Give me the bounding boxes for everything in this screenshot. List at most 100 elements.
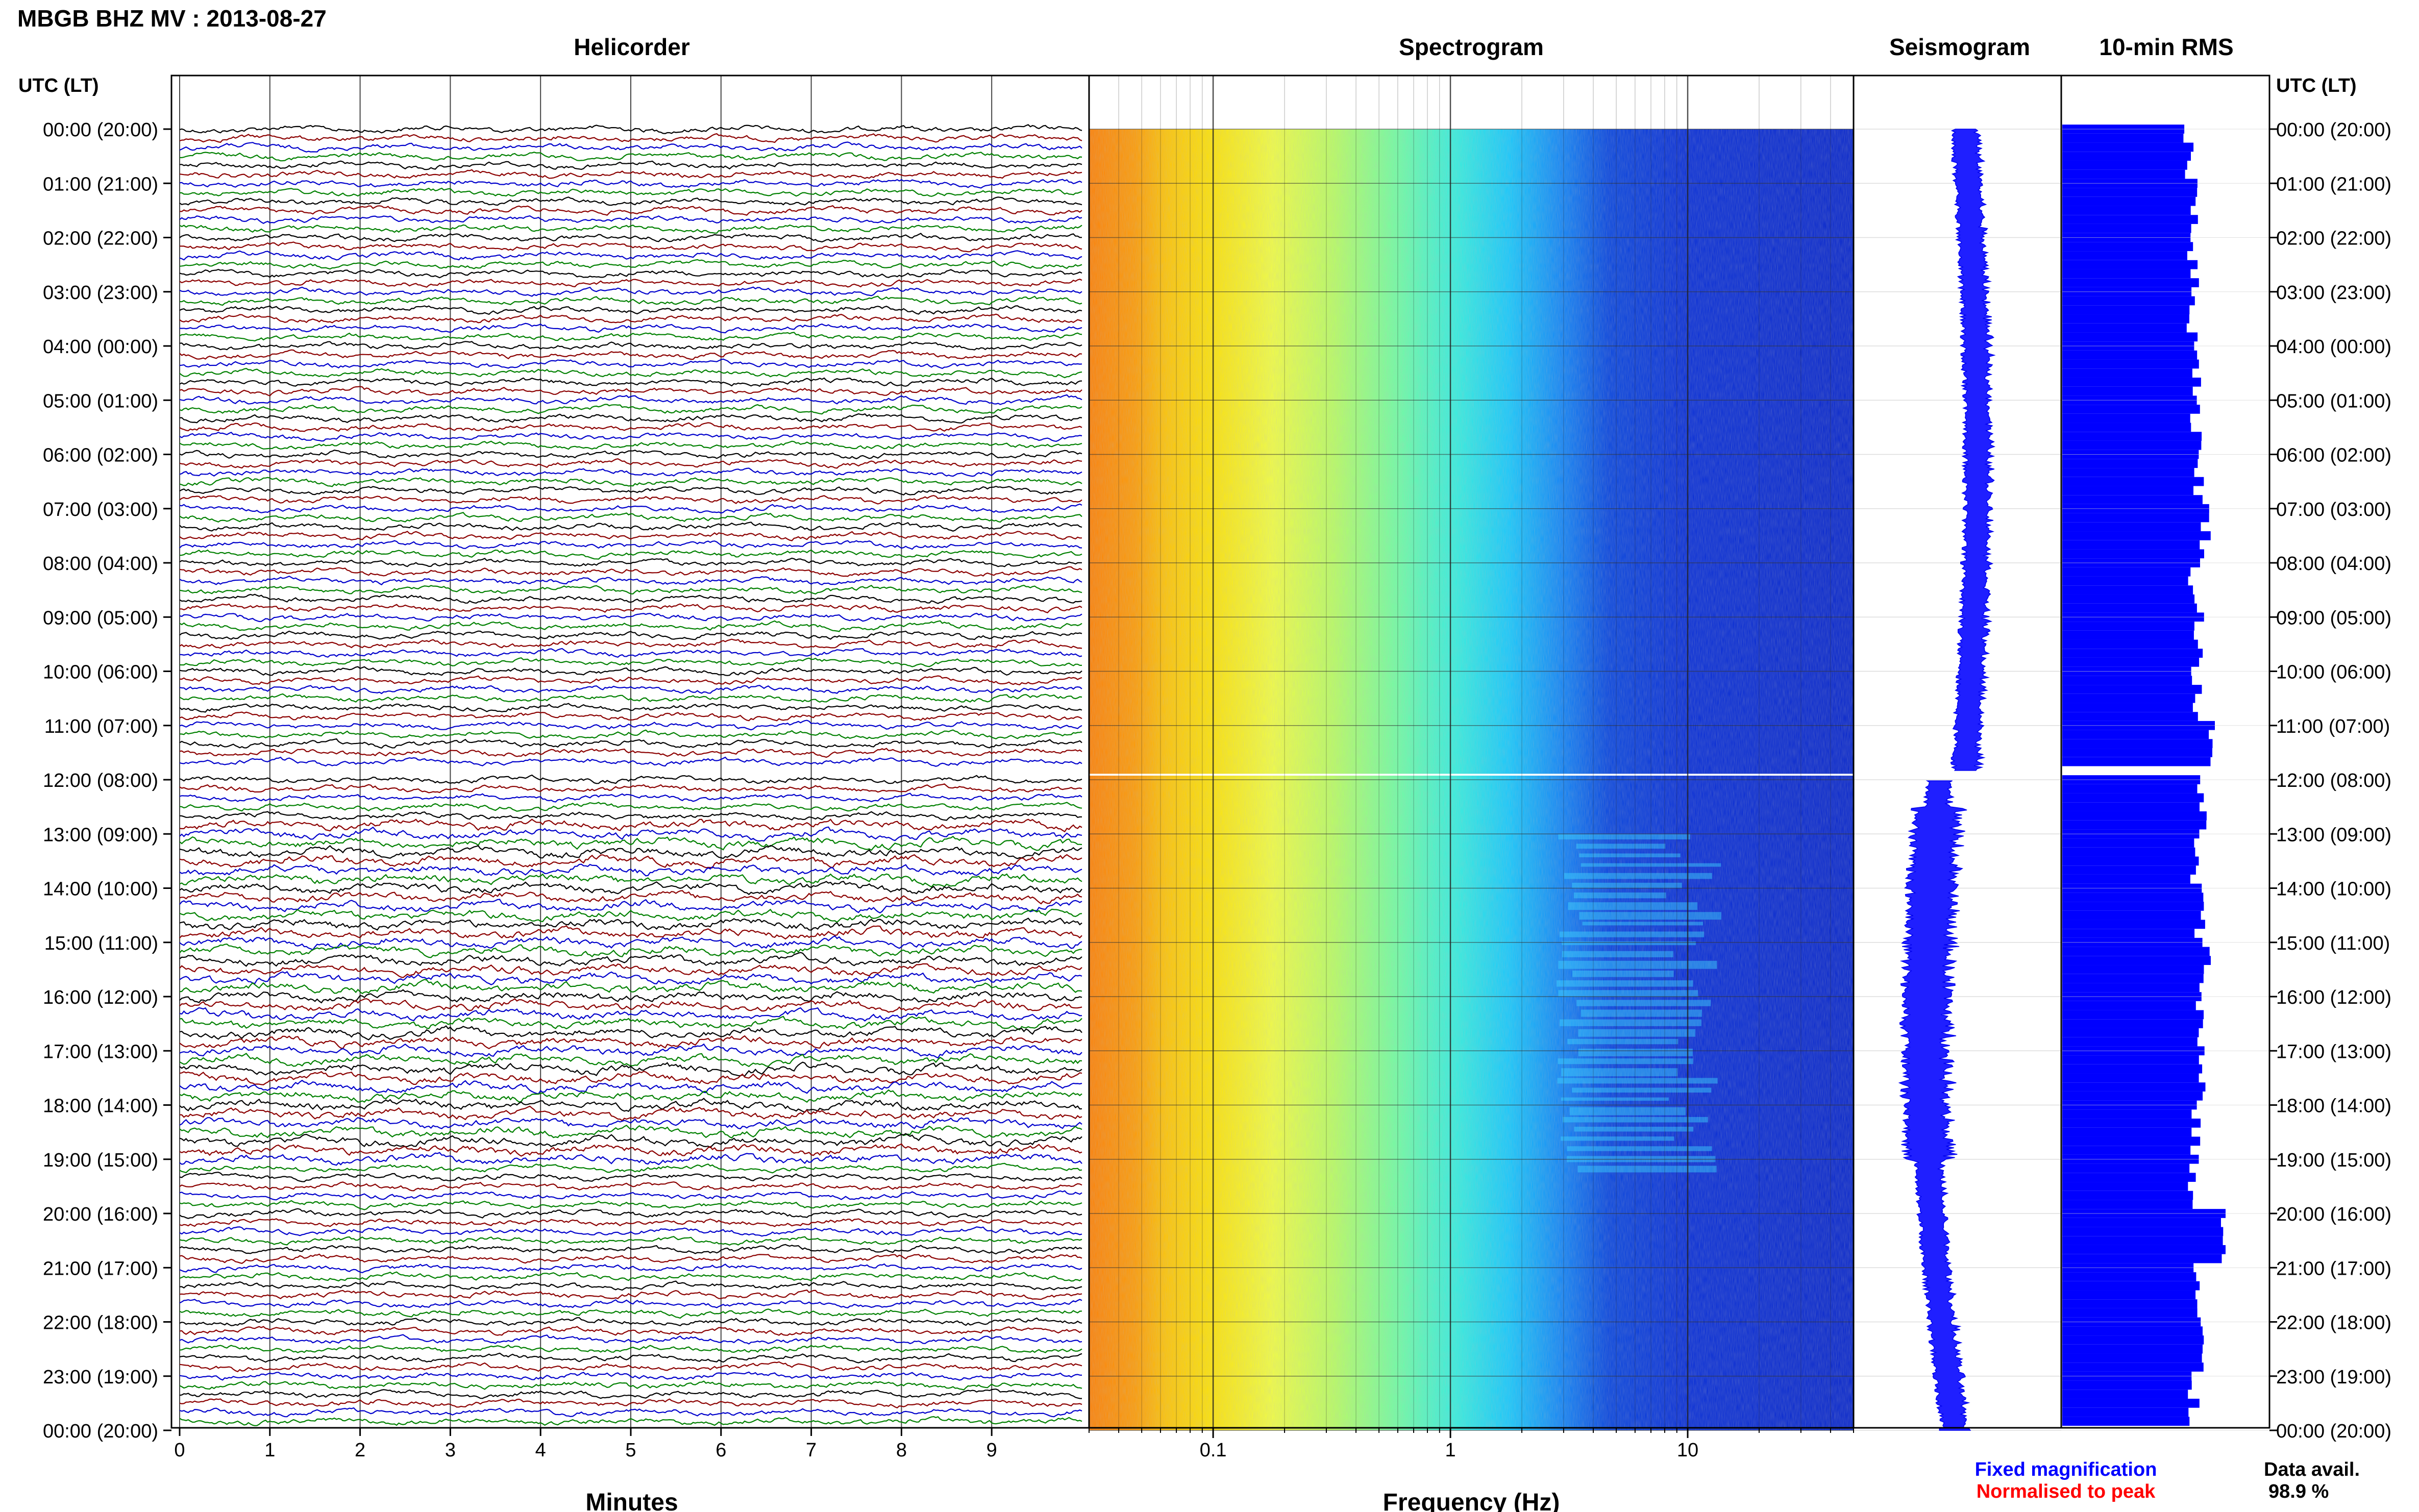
helicorder-trace bbox=[179, 720, 1082, 731]
rms-bar bbox=[2062, 196, 2196, 206]
helicorder-trace bbox=[179, 413, 1082, 424]
rms-bar bbox=[2062, 1010, 2204, 1020]
helicorder-trace bbox=[179, 1371, 1082, 1381]
spectrogram-burst bbox=[1560, 1019, 1701, 1026]
helicorder-trace bbox=[179, 386, 1082, 396]
helicorder-trace bbox=[179, 648, 1082, 658]
spectrogram-burst bbox=[1557, 1078, 1718, 1084]
helicorder-trace bbox=[179, 863, 1082, 877]
rms-bar bbox=[2062, 1064, 2203, 1074]
time-label-right: 14:00 (10:00) bbox=[2276, 879, 2391, 900]
rms-bar bbox=[2062, 269, 2191, 279]
time-label-left: 15:00 (11:00) bbox=[44, 933, 158, 954]
helicorder-tick-label: 7 bbox=[806, 1440, 817, 1461]
rms-bar bbox=[2062, 1390, 2188, 1399]
helicorder-trace bbox=[179, 323, 1082, 334]
helicorder-trace bbox=[179, 1035, 1082, 1050]
time-label-right: 16:00 (12:00) bbox=[2276, 987, 2391, 1008]
helicorder-trace bbox=[179, 215, 1082, 224]
helicorder-trace bbox=[179, 1061, 1082, 1077]
rms-bar bbox=[2062, 576, 2188, 586]
rms-bar bbox=[2062, 811, 2207, 821]
spectrogram-burst bbox=[1561, 1136, 1674, 1141]
time-label-right: 00:00 (20:00) bbox=[2276, 119, 2391, 141]
helicorder-trace bbox=[179, 711, 1082, 722]
rms-bar bbox=[2062, 377, 2201, 387]
rms-bar bbox=[2062, 784, 2198, 794]
time-label-left: 00:00 (20:00) bbox=[43, 119, 158, 141]
time-label-left: 23:00 (19:00) bbox=[43, 1367, 158, 1388]
helicorder-trace bbox=[179, 774, 1082, 784]
rms-bar bbox=[2062, 676, 2192, 685]
helicorder-trace bbox=[179, 952, 1082, 967]
time-label-right: 11:00 (07:00) bbox=[2276, 716, 2390, 737]
rms-bar bbox=[2062, 730, 2209, 739]
time-label-right: 18:00 (14:00) bbox=[2276, 1096, 2391, 1117]
data-avail-label: Data avail. bbox=[2264, 1459, 2360, 1480]
helicorder-trace bbox=[179, 935, 1082, 951]
spectrogram-burst bbox=[1578, 1049, 1693, 1056]
time-label-right: 12:00 (08:00) bbox=[2276, 770, 2391, 791]
rms-bar bbox=[2062, 603, 2197, 613]
rms-bar bbox=[2062, 440, 2202, 450]
rms-bar bbox=[2062, 567, 2191, 577]
time-label-right: 05:00 (01:00) bbox=[2276, 390, 2391, 412]
helicorder-trace bbox=[179, 377, 1082, 387]
rms-bar bbox=[2062, 1380, 2192, 1390]
time-label-left: 04:00 (00:00) bbox=[43, 336, 158, 358]
helicorder-tick-label: 5 bbox=[625, 1440, 636, 1461]
helicorder-trace bbox=[179, 899, 1082, 914]
helicorder-trace bbox=[179, 1226, 1082, 1237]
helicorder-trace bbox=[179, 531, 1082, 541]
rms-bar bbox=[2062, 757, 2211, 766]
rms-bar bbox=[2062, 920, 2205, 929]
helicorder-trace bbox=[179, 467, 1082, 477]
rms-bar bbox=[2062, 1399, 2200, 1408]
helicorder-trace bbox=[179, 826, 1082, 842]
time-label-right: 00:00 (20:00) bbox=[2276, 1421, 2391, 1442]
seismogram-panel bbox=[1854, 129, 2061, 1431]
rms-bar bbox=[2062, 1362, 2204, 1372]
helicorder-panel bbox=[179, 76, 1082, 1428]
helicorder-trace bbox=[179, 1271, 1082, 1282]
helicorder-trace bbox=[179, 638, 1082, 649]
helicorder-trace bbox=[179, 880, 1082, 896]
rms-bar bbox=[2062, 432, 2202, 441]
helicorder-trace bbox=[179, 819, 1082, 833]
spectrogram-burst bbox=[1579, 912, 1721, 920]
spectrogram-texture bbox=[1089, 129, 1854, 774]
rms-bar bbox=[2062, 350, 2198, 360]
helicorder-trace bbox=[179, 802, 1082, 812]
helicorder-trace bbox=[179, 522, 1082, 532]
time-label-right: 23:00 (19:00) bbox=[2276, 1367, 2391, 1388]
helicorder-trace bbox=[179, 811, 1082, 821]
spectrogram-burst bbox=[1576, 844, 1666, 849]
rms-bar bbox=[2062, 856, 2199, 866]
time-label-left: 07:00 (03:00) bbox=[43, 499, 158, 520]
rms-bar bbox=[2062, 1182, 2188, 1191]
rms-bar bbox=[2062, 359, 2199, 369]
helicorder-trace bbox=[179, 792, 1082, 803]
rms-bar bbox=[2062, 1417, 2190, 1426]
rms-bar bbox=[2062, 1245, 2226, 1254]
helicorder-trace bbox=[179, 854, 1082, 869]
rms-bar bbox=[2062, 1344, 2203, 1354]
rms-bar bbox=[2062, 639, 2198, 649]
helicorder-trace bbox=[179, 584, 1082, 595]
helicorder-trace bbox=[179, 1244, 1082, 1255]
rms-bar bbox=[2062, 405, 2200, 414]
rms-bar bbox=[2062, 1109, 2192, 1119]
helicorder-trace bbox=[179, 1105, 1082, 1122]
time-label-left: 00:00 (20:00) bbox=[43, 1421, 158, 1442]
time-label-left: 17:00 (13:00) bbox=[43, 1041, 158, 1062]
rms-bar bbox=[2062, 685, 2202, 694]
helicorder-trace bbox=[179, 971, 1082, 985]
time-label-left: 09:00 (05:00) bbox=[43, 607, 158, 629]
rms-bar bbox=[2062, 649, 2203, 658]
rms-title: 10-min RMS bbox=[2099, 34, 2233, 60]
time-label-right: 15:00 (11:00) bbox=[2276, 933, 2390, 954]
helicorder-trace bbox=[179, 703, 1082, 713]
helicorder-trace bbox=[179, 963, 1082, 978]
helicorder-trace bbox=[179, 1098, 1082, 1113]
helicorder-trace bbox=[179, 332, 1082, 342]
